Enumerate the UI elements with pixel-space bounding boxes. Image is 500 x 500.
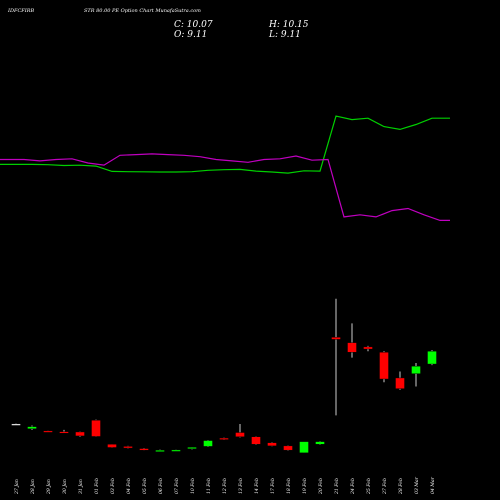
- x-tick-label: 03 Mar: [414, 476, 420, 494]
- x-tick-label: 19 Feb: [302, 478, 308, 494]
- x-tick-label: 29 Jan: [46, 479, 52, 495]
- x-tick-label: 10 Feb: [190, 478, 196, 494]
- candle-body: [107, 444, 117, 448]
- candle-body: [171, 449, 181, 452]
- candle: [235, 423, 245, 438]
- candle-body: [75, 431, 85, 437]
- candlestick-series: [11, 298, 437, 454]
- candle: [315, 441, 325, 445]
- x-axis-labels: 27 Jan 28 Jan 29 Jan 30 Jan 31 Jan 01 Feb 03 F…: [14, 476, 436, 495]
- candle: [411, 362, 421, 387]
- candle-body: [139, 448, 149, 451]
- high-value: H: 10.15: [269, 20, 309, 30]
- candle: [379, 351, 389, 383]
- x-tick-label: 01 Feb: [94, 478, 100, 494]
- candle: [43, 430, 53, 433]
- x-tick-label: 20 Feb: [318, 478, 324, 495]
- candle: [91, 419, 101, 437]
- x-tick-label: 07 Feb: [174, 478, 180, 494]
- indicator-line-2: [0, 153, 450, 221]
- candle: [27, 425, 37, 430]
- x-tick-label: 13 Feb: [238, 478, 244, 494]
- x-tick-label: 04 Mar: [430, 476, 436, 494]
- candle: [299, 441, 309, 454]
- candle: [267, 442, 277, 447]
- candle-body: [331, 337, 341, 340]
- candle-body: [427, 350, 437, 365]
- candle-body: [379, 352, 389, 380]
- candle: [395, 371, 405, 390]
- candle-body: [27, 426, 37, 429]
- candle-body: [315, 441, 325, 445]
- candle: [251, 436, 261, 445]
- x-tick-label: 05 Feb: [142, 478, 148, 494]
- candle-body: [123, 446, 133, 449]
- indicator-lines: [0, 115, 450, 221]
- candle: [331, 298, 341, 416]
- candle: [75, 431, 85, 437]
- candle: [11, 423, 21, 426]
- x-tick-label: 21 Feb: [334, 478, 340, 495]
- x-tick-label: 27 Feb: [382, 478, 388, 495]
- open-value: O: 9.11: [174, 30, 208, 40]
- x-tick-label: 14 Feb: [254, 478, 260, 494]
- candle-body: [155, 449, 165, 452]
- candle-body: [219, 437, 229, 440]
- candle: [187, 446, 197, 450]
- x-tick-label: 25 Feb: [366, 478, 372, 495]
- candle: [347, 323, 357, 358]
- candle: [107, 444, 117, 448]
- x-tick-label: 24 Feb: [350, 478, 356, 495]
- candle-body: [43, 430, 53, 433]
- indicator-line-1: [0, 115, 450, 174]
- candle: [283, 445, 293, 451]
- close-value: C: 10.07: [174, 20, 213, 30]
- candle-body: [363, 346, 373, 350]
- x-tick-label: 31 Jan: [78, 479, 84, 494]
- candle-body: [59, 431, 69, 434]
- candle-body: [187, 447, 197, 449]
- candle: [203, 440, 213, 447]
- candle: [123, 445, 133, 449]
- x-tick-label: 30 Jan: [62, 479, 68, 494]
- x-tick-label: 03 Feb: [110, 478, 116, 494]
- x-tick-label: 18 Feb: [286, 478, 292, 494]
- x-tick-label: 06 Feb: [158, 478, 164, 494]
- candle: [427, 350, 437, 366]
- candle: [59, 429, 69, 434]
- x-tick-label: 28 Jan: [30, 479, 36, 495]
- chart-description: STR 80.00 PE Option Chart MunafaSutra.co…: [84, 8, 201, 14]
- candle-body: [299, 441, 309, 454]
- x-tick-label: 12 Feb: [222, 478, 228, 494]
- candle-body: [347, 342, 357, 353]
- candle-body: [203, 440, 213, 447]
- candle-body: [267, 442, 277, 447]
- x-tick-label: 11 Feb: [206, 478, 212, 494]
- candle: [155, 449, 165, 452]
- x-tick-label: 04 Feb: [126, 478, 132, 494]
- candle-body: [283, 445, 293, 451]
- candle-body: [411, 365, 421, 374]
- candle: [219, 437, 229, 440]
- low-value: L: 9.11: [269, 30, 301, 40]
- candle: [363, 345, 373, 352]
- candle-body: [11, 423, 21, 426]
- candle-body: [235, 432, 245, 437]
- candle-body: [395, 377, 405, 389]
- candle: [139, 448, 149, 451]
- candle: [171, 449, 181, 452]
- x-tick-label: 17 Feb: [270, 478, 276, 494]
- candle-body: [91, 420, 101, 437]
- x-tick-label: 28 Feb: [398, 478, 404, 495]
- candle-body: [251, 436, 261, 445]
- x-tick-label: 27 Jan: [14, 479, 20, 495]
- symbol-label: IDFCFIRB: [8, 8, 35, 14]
